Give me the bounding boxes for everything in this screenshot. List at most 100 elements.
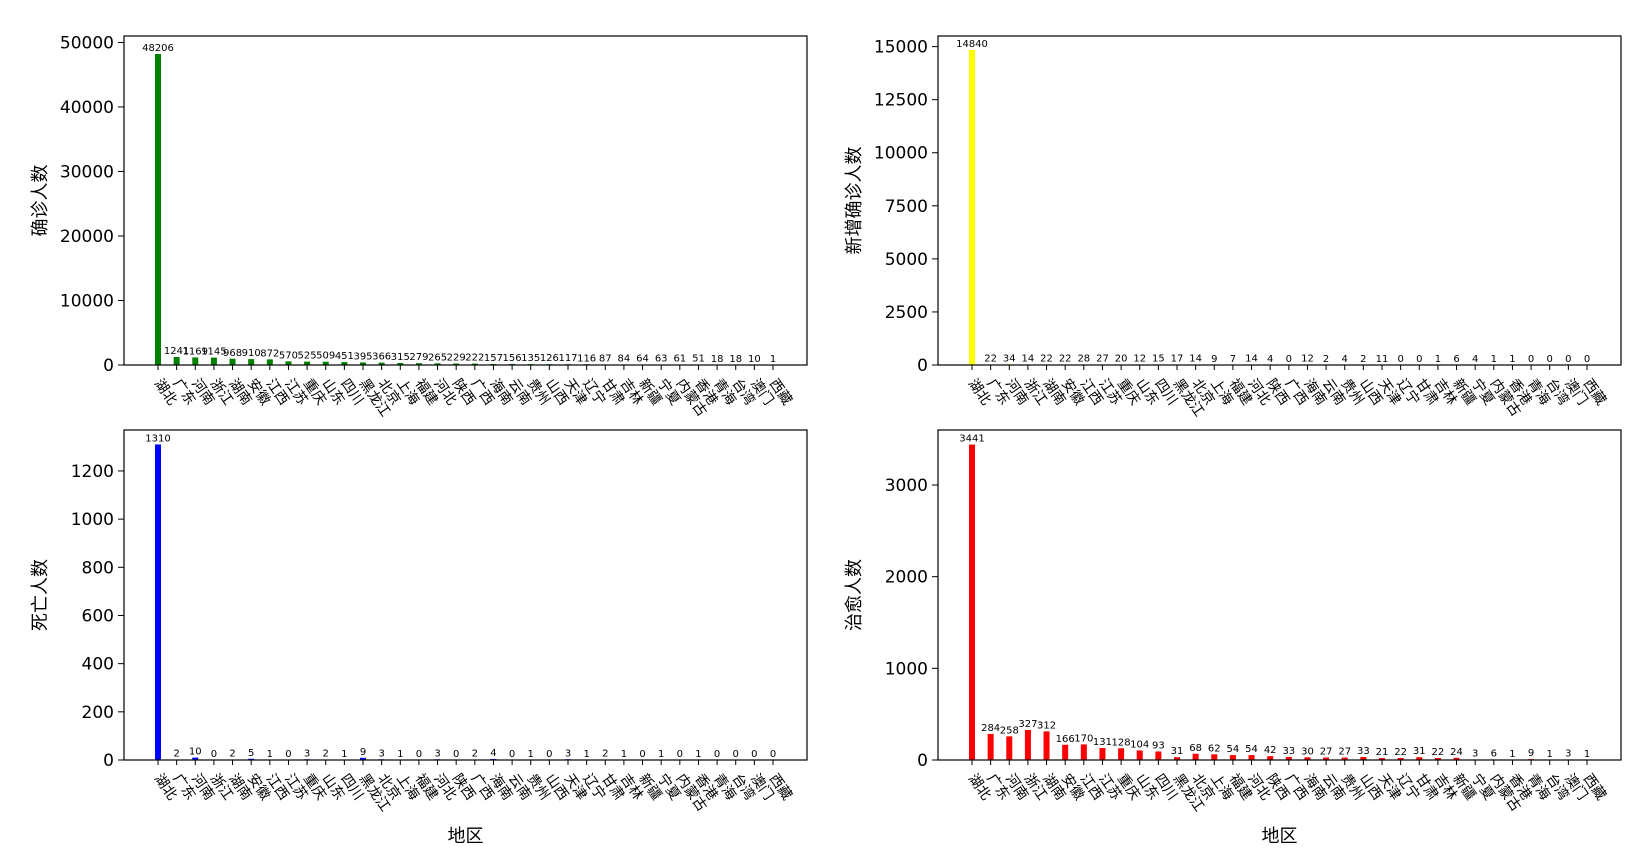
cured-bar (969, 444, 975, 760)
new-confirmed-value-label: 14840 (956, 39, 988, 50)
cured-value-label: 3 (1565, 749, 1571, 760)
new-confirmed-value-label: 4 (1342, 354, 1348, 365)
cured-bar (1062, 744, 1069, 760)
deaths-value-label: 9 (360, 747, 366, 758)
confirmed-value-label: 156 (503, 353, 522, 364)
confirmed-value-label: 279 (409, 352, 428, 363)
confirmed-bar (210, 357, 217, 365)
cured-bar (1192, 753, 1199, 760)
new-confirmed-value-label: 0 (1286, 354, 1292, 365)
new-confirmed-ytick-label: 0 (917, 356, 928, 376)
cured-bar (1267, 756, 1274, 760)
new-confirmed-value-label: 0 (1416, 354, 1422, 365)
cured-value-label: 31 (1413, 746, 1426, 757)
deaths-ytick-label: 800 (82, 558, 114, 578)
deaths-value-label: 3 (304, 748, 310, 759)
confirmed-value-label: 1241 (164, 346, 189, 357)
confirmed-value-label: 222 (465, 353, 484, 364)
confirmed-bar (248, 359, 255, 365)
cured-value-label: 312 (1037, 720, 1056, 731)
cured-value-label: 170 (1074, 733, 1093, 744)
confirmed-value-label: 265 (428, 352, 447, 363)
cured-bar (1211, 754, 1218, 760)
cured-bar (1304, 757, 1311, 760)
cured-value-label: 42 (1264, 745, 1277, 756)
confirmed-bar (173, 356, 180, 365)
cured-y-axis-label: 治愈人数 (844, 559, 865, 631)
cured-value-label: 31 (1171, 746, 1184, 757)
cured-bar (1360, 756, 1367, 760)
new-confirmed-value-label: 0 (1565, 354, 1571, 365)
new-confirmed-value-label: 4 (1472, 354, 1478, 365)
new-confirmed-value-label: 2 (1360, 354, 1366, 365)
deaths-y-axis-label: 死亡人数 (30, 559, 51, 631)
new-confirmed-value-label: 28 (1077, 353, 1090, 364)
confirmed-value-label: 451 (335, 351, 354, 362)
confirmed-bar (229, 358, 236, 365)
confirmed-bar (304, 361, 311, 365)
deaths-value-label: 0 (546, 749, 552, 760)
cured-bar (1229, 755, 1236, 760)
cured-value-label: 54 (1227, 744, 1240, 755)
confirmed-bar (434, 363, 441, 365)
confirmed-y-axis-label: 确诊人数 (30, 165, 51, 237)
confirmed-bar (471, 363, 478, 365)
deaths-value-label: 0 (211, 749, 217, 760)
cured-bar (1323, 757, 1330, 760)
cured-value-label: 54 (1245, 744, 1258, 755)
deaths-plot-frame (123, 429, 808, 761)
confirmed-bar (341, 362, 348, 365)
new-confirmed-value-label: 22 (984, 354, 997, 365)
confirmed-value-label: 64 (636, 354, 649, 365)
new-confirmed-value-label: 27 (1096, 353, 1109, 364)
confirmed-value-label: 18 (729, 354, 742, 365)
new-confirmed-value-label: 0 (1397, 354, 1403, 365)
confirmed-ytick-label: 40000 (60, 98, 114, 118)
deaths-value-label: 0 (453, 749, 459, 760)
cured-bar (1453, 757, 1460, 760)
deaths-ytick-label: 600 (82, 606, 114, 626)
new-confirmed-value-label: 17 (1171, 354, 1184, 365)
cured-value-label: 128 (1112, 737, 1131, 748)
cured-x-axis-label: 地区 (1262, 826, 1298, 847)
cured-ytick-label: 0 (917, 751, 928, 771)
cured-bar (1136, 750, 1143, 760)
deaths-value-label: 10 (189, 747, 202, 758)
new-confirmed-value-label: 1 (1435, 354, 1441, 365)
cured-value-label: 27 (1338, 747, 1351, 758)
cured-value-label: 93 (1152, 740, 1165, 751)
cured-bar (1174, 757, 1180, 760)
confirmed-bar (453, 363, 460, 365)
cured-value-label: 327 (1018, 719, 1037, 730)
deaths-value-label: 2 (323, 749, 329, 760)
confirmed-bar (322, 361, 329, 365)
cured-value-label: 1 (1509, 749, 1515, 760)
new-confirmed-value-label: 20 (1115, 354, 1128, 365)
cured-value-label: 68 (1189, 743, 1202, 754)
cured-value-label: 6 (1491, 748, 1497, 759)
cured-value-label: 33 (1357, 746, 1370, 757)
cured-value-label: 22 (1394, 747, 1407, 758)
deaths-value-label: 1 (695, 749, 701, 760)
new-confirmed-ytick-label: 15000 (874, 38, 928, 58)
cured-value-label: 33 (1282, 746, 1295, 757)
cured-ytick-label: 1000 (885, 659, 928, 679)
confirmed-value-label: 968 (223, 348, 242, 359)
confirmed-bar (360, 362, 366, 365)
confirmed-value-label: 61 (673, 354, 686, 365)
deaths-value-label: 0 (416, 749, 422, 760)
cured-value-label: 166 (1056, 734, 1075, 745)
cured-value-label: 27 (1320, 747, 1333, 758)
cured-value-label: 131 (1093, 737, 1112, 748)
deaths-bar (360, 757, 366, 760)
confirmed-value-label: 10 (748, 354, 761, 365)
cured-bar (1248, 755, 1255, 760)
cured-value-label: 9 (1528, 748, 1534, 759)
deaths-ytick-label: 1000 (71, 510, 114, 530)
confirmed-bar (378, 362, 385, 365)
new-confirmed-value-label: 14 (1022, 354, 1035, 365)
confirmed-bar (155, 54, 161, 365)
deaths-value-label: 3 (565, 748, 571, 759)
